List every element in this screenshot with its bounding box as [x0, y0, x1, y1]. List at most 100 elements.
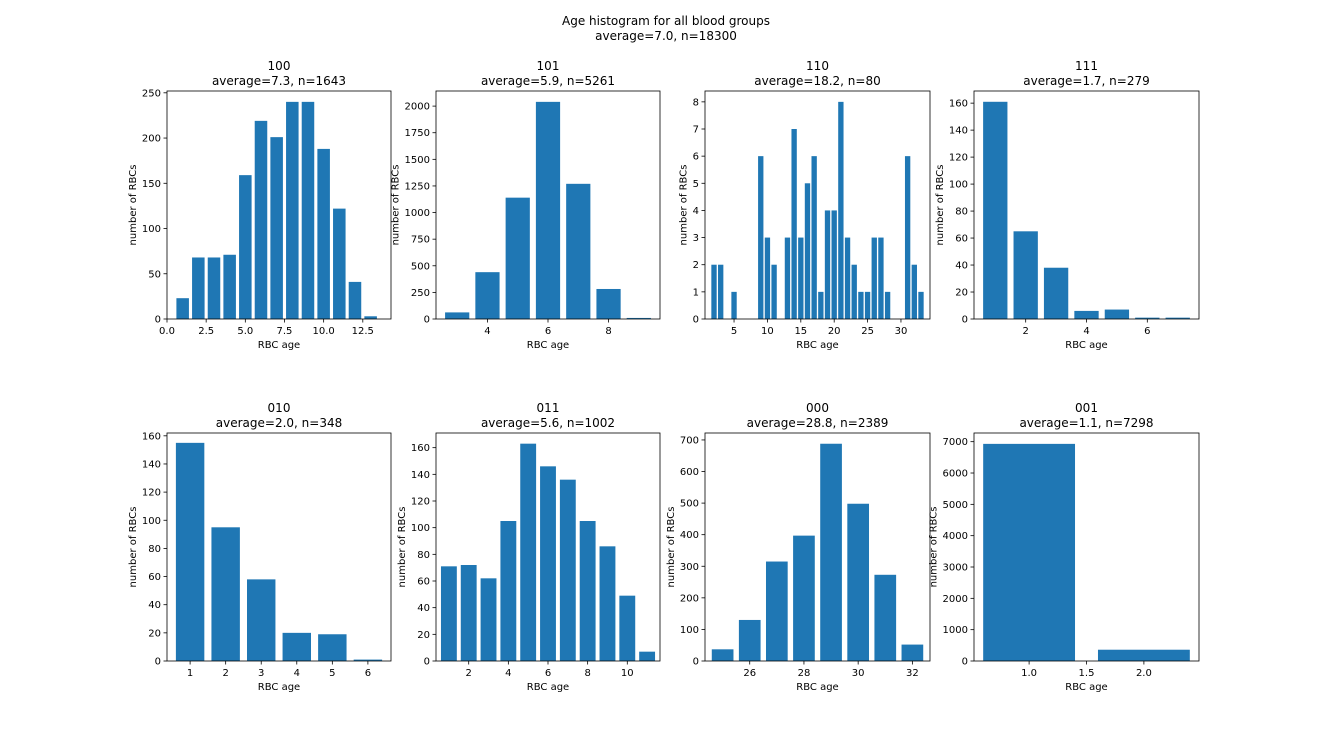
y-tick-label: 80 [417, 550, 430, 561]
axes-frame [704, 90, 931, 320]
y-tick-label: 80 [148, 544, 161, 555]
bar-011-6 [540, 466, 556, 661]
y-tick-label: 60 [955, 234, 968, 245]
x-tick-label: 5.0 [237, 326, 253, 337]
y-tick-label: 40 [955, 261, 968, 272]
bar-000-29 [820, 443, 842, 661]
bar-100-1 [176, 298, 189, 319]
bar-011-8 [579, 521, 596, 661]
bar-100-13 [364, 316, 377, 319]
bar-011-2 [460, 565, 477, 661]
y-tick-label: 1250 [405, 181, 430, 192]
y-tick-label: 700 [680, 435, 699, 446]
x-tick-label: 6 [545, 326, 551, 337]
x-tick-label: 15 [794, 326, 807, 337]
y-tick-label: 120 [411, 497, 430, 508]
x-tick-label: 20 [828, 326, 841, 337]
y-axis-label: number of RBCs [397, 507, 408, 588]
bar-100-2 [192, 257, 205, 319]
subplot-title: 110 [806, 59, 829, 73]
y-tick-label: 0 [693, 657, 699, 668]
y-tick-label: 160 [411, 443, 430, 454]
bar-110-32 [911, 264, 917, 319]
subplot-010: 1 2 3 4 5 6020406080100120140160010average=2.… [128, 401, 392, 693]
bar-010-2 [211, 527, 240, 661]
bar-100-3 [207, 257, 221, 319]
y-tick-label: 100 [949, 180, 968, 191]
bar-101-6 [535, 101, 561, 319]
y-tick-label: 0 [693, 315, 699, 326]
x-axis-label: RBC age [1065, 682, 1107, 693]
y-tick-label: 140 [142, 459, 161, 470]
bar-011-11 [639, 651, 656, 661]
y-tick-label: 4 [693, 206, 699, 217]
x-tick-label: 2 [1023, 326, 1029, 337]
y-tick-label: 1000 [943, 625, 968, 636]
bar-011-5 [520, 443, 537, 661]
y-tick-label: 4000 [943, 531, 968, 542]
y-tick-label: 0 [962, 657, 968, 668]
x-tick-label: 2 [466, 668, 472, 679]
bar-111-2 [1013, 231, 1038, 319]
bar-011-3 [480, 578, 497, 661]
bar-000-28 [793, 535, 815, 661]
bar-011-1 [440, 566, 457, 661]
y-tick-label: 120 [949, 153, 968, 164]
y-axis-label: number of RBCs [666, 507, 677, 588]
axes-frame [166, 90, 392, 320]
x-tick-label: 5 [329, 668, 335, 679]
bar-110-18 [818, 291, 824, 319]
y-tick-label: 400 [680, 530, 699, 541]
y-tick-label: 100 [142, 224, 161, 235]
bar-110-33 [918, 291, 924, 319]
y-tick-label: 8 [693, 97, 699, 108]
subplot-title: 111 [1075, 59, 1098, 73]
y-tick-label: 1000 [405, 208, 430, 219]
x-axis-label: RBC age [527, 340, 569, 351]
y-tick-label: 5 [693, 179, 699, 190]
bar-110-25 [864, 291, 871, 319]
y-tick-label: 0 [155, 657, 161, 668]
bar-001-1 [983, 443, 1076, 661]
x-tick-label: 6 [545, 668, 551, 679]
bar-100-6 [254, 120, 268, 319]
x-tick-label: 12.5 [352, 326, 374, 337]
bar-111-3 [1043, 267, 1069, 319]
bar-010-3 [247, 579, 276, 661]
y-tick-label: 1 [693, 287, 699, 298]
bar-111-5 [1104, 309, 1130, 319]
y-axis-label: number of RBCs [928, 507, 939, 588]
x-tick-label: 4 [505, 668, 511, 679]
y-tick-label: 160 [142, 431, 161, 442]
subplot-subtitle: average=18.2, n=80 [754, 74, 880, 88]
x-axis-label: RBC age [1065, 340, 1107, 351]
y-axis-label: number of RBCs [935, 165, 946, 246]
bar-110-11 [771, 264, 777, 319]
subplot-subtitle: average=28.8, n=2389 [747, 416, 889, 430]
x-tick-label: 6 [365, 668, 371, 679]
subplot-title: 011 [537, 401, 560, 415]
y-tick-label: 160 [949, 99, 968, 110]
bar-110-27 [878, 237, 884, 319]
axes-frame [973, 90, 1200, 320]
subplot-title: 101 [537, 59, 560, 73]
x-axis-label: RBC age [796, 682, 838, 693]
y-tick-label: 50 [148, 269, 161, 280]
bar-101-8 [596, 288, 621, 319]
x-tick-label: 10 [621, 668, 634, 679]
x-tick-label: 8 [584, 668, 590, 679]
bar-110-10 [764, 237, 771, 319]
bar-011-10 [619, 595, 636, 661]
bar-110-23 [851, 264, 857, 319]
x-axis-label: RBC age [258, 340, 300, 351]
y-tick-label: 60 [417, 577, 430, 588]
bar-110-31 [904, 156, 911, 319]
x-tick-label: 10.0 [313, 326, 335, 337]
bar-111-1 [983, 101, 1008, 319]
subplot-grid: 0.0 2.5 5.0 7.5 10.0 12.5050100150200250100av… [128, 59, 1200, 693]
y-axis-label: number of RBCs [679, 165, 690, 246]
bar-100-4 [223, 254, 236, 319]
y-tick-label: 100 [142, 516, 161, 527]
